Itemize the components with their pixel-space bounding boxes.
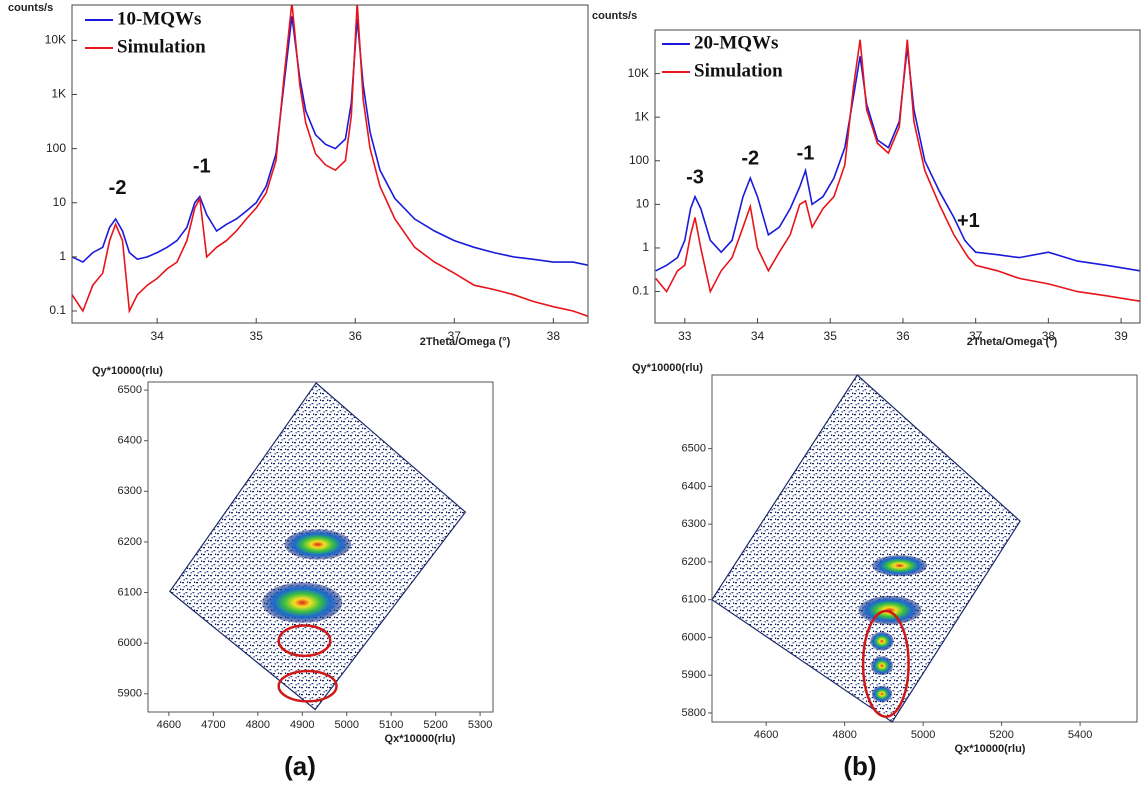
annotation: -2 bbox=[741, 147, 759, 169]
y-tick-label: 6500 bbox=[682, 443, 706, 455]
x-tick-label: 38 bbox=[547, 329, 561, 343]
y-tick-label: 100 bbox=[629, 153, 649, 167]
x-tick-label: 5400 bbox=[1068, 729, 1092, 741]
x-axis-label: 2Theta/Omega (°) bbox=[420, 336, 511, 348]
y-tick-label: 6200 bbox=[682, 556, 706, 568]
legend-label: 10-MQWs bbox=[117, 8, 201, 29]
y-tick-label: 0.1 bbox=[632, 284, 649, 298]
plot-frame bbox=[71, 4, 589, 324]
y-tick-label: 5800 bbox=[682, 707, 706, 719]
y-tick-label: 10 bbox=[53, 195, 67, 209]
x-tick-label: 5100 bbox=[379, 719, 403, 731]
x-tick-label: 5000 bbox=[911, 729, 935, 741]
scan-area bbox=[711, 374, 1021, 723]
legend-label: 20-MQWs bbox=[694, 32, 778, 53]
y-tick-label: 10K bbox=[45, 33, 66, 47]
x-tick-label: 5000 bbox=[334, 719, 358, 731]
x-tick-label: 35 bbox=[824, 329, 838, 343]
y-tick-label: 6100 bbox=[682, 594, 706, 606]
panel-label: (b) bbox=[843, 751, 876, 781]
x-tick-label: 38 bbox=[1042, 329, 1056, 343]
y-tick-label: 1K bbox=[51, 87, 66, 101]
y-tick-label: 6000 bbox=[118, 637, 142, 649]
plot-frame bbox=[654, 29, 1141, 324]
x-axis-label: Qx*10000(rlu) bbox=[385, 733, 456, 745]
y-axis-label: Qy*10000(rlu) bbox=[632, 362, 703, 374]
y-tick-label: 1K bbox=[634, 109, 649, 123]
peak bbox=[858, 595, 922, 625]
y-tick-label: 10K bbox=[628, 66, 649, 80]
y-tick-label: 6100 bbox=[118, 586, 142, 598]
peak bbox=[871, 685, 893, 703]
y-axis-label: counts/s bbox=[8, 2, 53, 14]
x-tick-label: 34 bbox=[150, 329, 164, 343]
annotation: -1 bbox=[797, 143, 815, 165]
y-axis-label: counts/s bbox=[592, 10, 637, 22]
series-line bbox=[72, 5, 588, 317]
legend-label: Simulation bbox=[117, 36, 206, 57]
x-tick-label: 33 bbox=[678, 329, 692, 343]
y-tick-label: 10 bbox=[636, 197, 650, 211]
highlight-ellipse bbox=[277, 669, 338, 703]
x-tick-label: 5200 bbox=[989, 729, 1013, 741]
annotation: -2 bbox=[109, 177, 127, 199]
x-tick-label: 4700 bbox=[201, 719, 225, 731]
x-tick-label: 5200 bbox=[423, 719, 447, 731]
x-tick-label: 4600 bbox=[754, 729, 778, 741]
y-tick-label: 0.1 bbox=[49, 303, 66, 317]
peak bbox=[284, 529, 352, 560]
y-tick-label: 5900 bbox=[118, 688, 142, 700]
annotation: +1 bbox=[957, 210, 980, 232]
peak bbox=[870, 656, 893, 676]
y-tick-label: 6400 bbox=[118, 435, 142, 447]
y-tick-label: 6000 bbox=[682, 631, 706, 643]
y-tick-label: 6400 bbox=[682, 480, 706, 492]
x-axis-label: 2Theta/Omega (°) bbox=[967, 336, 1058, 348]
y-tick-label: 6300 bbox=[682, 518, 706, 530]
x-tick-label: 4900 bbox=[290, 719, 314, 731]
x-tick-label: 5300 bbox=[468, 719, 492, 731]
series-line bbox=[655, 39, 1140, 302]
y-tick-label: 100 bbox=[46, 141, 66, 155]
x-tick-label: 4800 bbox=[246, 719, 270, 731]
highlight-ellipse bbox=[277, 624, 332, 658]
x-tick-label: 36 bbox=[896, 329, 910, 343]
peak bbox=[872, 555, 928, 577]
x-tick-label: 35 bbox=[250, 329, 264, 343]
y-tick-label: 6500 bbox=[118, 384, 142, 396]
y-tick-label: 6200 bbox=[118, 536, 142, 548]
annotation: -1 bbox=[193, 156, 211, 178]
y-tick-label: 6300 bbox=[118, 485, 142, 497]
peak bbox=[262, 582, 343, 623]
legend-label: Simulation bbox=[694, 60, 783, 81]
x-tick-label: 4800 bbox=[832, 729, 856, 741]
series-line bbox=[655, 47, 1140, 272]
x-tick-label: 39 bbox=[1114, 329, 1128, 343]
x-tick-label: 37 bbox=[448, 329, 462, 343]
peak bbox=[870, 631, 894, 651]
y-tick-label: 5900 bbox=[682, 669, 706, 681]
panel-label: (a) bbox=[284, 751, 316, 781]
x-tick-label: 4600 bbox=[157, 719, 181, 731]
y-tick-label: 1 bbox=[642, 240, 649, 254]
x-tick-label: 37 bbox=[969, 329, 983, 343]
x-tick-label: 34 bbox=[751, 329, 765, 343]
y-tick-label: 1 bbox=[59, 249, 66, 263]
annotation: -3 bbox=[686, 166, 704, 188]
highlight-ellipse bbox=[861, 609, 910, 718]
x-tick-label: 36 bbox=[349, 329, 363, 343]
x-axis-label: Qx*10000(rlu) bbox=[955, 743, 1026, 755]
y-axis-label: Qy*10000(rlu) bbox=[92, 365, 163, 377]
